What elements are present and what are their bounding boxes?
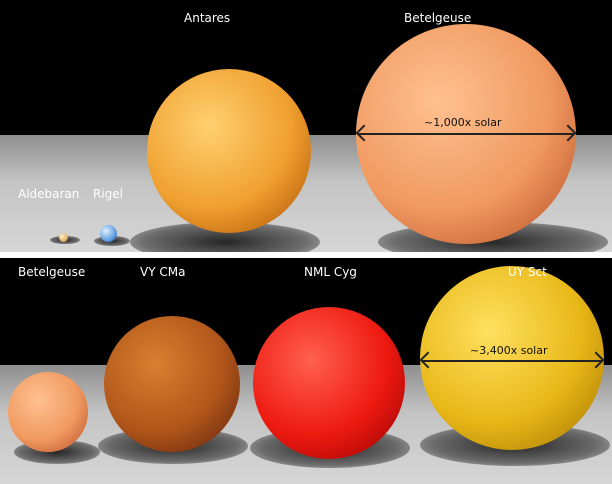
star-aldebaran bbox=[59, 233, 68, 242]
star-rigel bbox=[100, 225, 117, 242]
diameter-arrow bbox=[358, 133, 574, 135]
star-betelgeuse bbox=[8, 372, 88, 452]
star-nml-cyg bbox=[253, 307, 405, 459]
star-antares bbox=[147, 69, 311, 233]
star-label: Rigel bbox=[93, 187, 124, 201]
star-label: Aldebaran bbox=[18, 187, 80, 201]
star-label: NML Cyg bbox=[304, 265, 357, 279]
star-label: Betelgeuse bbox=[404, 11, 472, 25]
star-label: VY CMa bbox=[140, 265, 186, 279]
star-vy-cma bbox=[104, 316, 240, 452]
star-label: UY Sct bbox=[508, 265, 547, 279]
star-label: Betelgeuse bbox=[18, 265, 86, 279]
size-label: ~1,000x solar bbox=[424, 116, 502, 129]
diameter-arrow bbox=[422, 360, 602, 362]
star-label: Antares bbox=[184, 11, 231, 25]
star-uy-sct bbox=[420, 266, 604, 450]
bottom-panel: Betelgeuse VY CMa NML Cyg UY Sct ~3,400x… bbox=[0, 258, 612, 484]
top-panel: Aldebaran Rigel Antares Betelgeuse ~1,00… bbox=[0, 0, 612, 252]
size-label: ~3,400x solar bbox=[470, 344, 548, 357]
